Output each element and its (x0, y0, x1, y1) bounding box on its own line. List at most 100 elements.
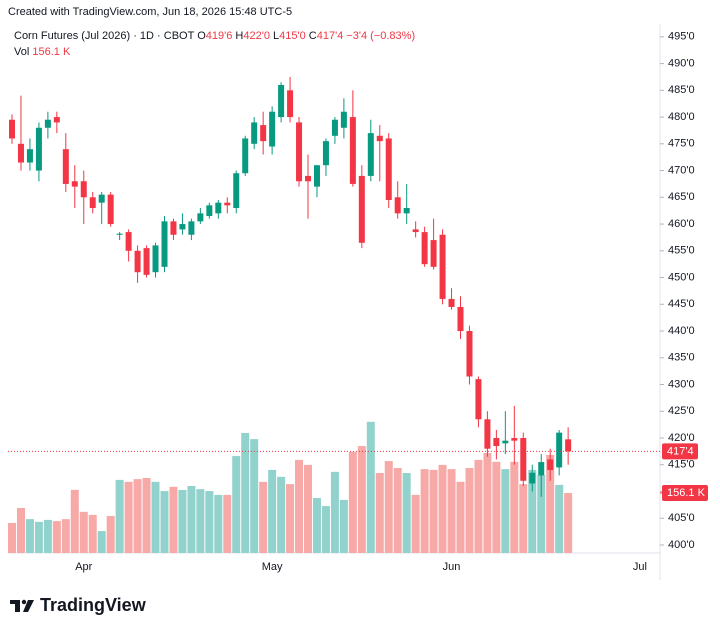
candle-body (457, 306, 464, 332)
logo-icon (10, 599, 34, 612)
candle-body (9, 119, 15, 139)
volume-bar (205, 491, 214, 553)
candle-body (17, 143, 24, 163)
candle-body (403, 208, 410, 214)
last-price-box (662, 443, 698, 460)
volume-bar (25, 519, 34, 553)
candle-body (233, 173, 240, 208)
y-tick-label: 495'0 (668, 31, 695, 43)
candle-body (484, 419, 491, 449)
y-tick-label: 415'0 (668, 459, 695, 471)
volume-bar (384, 461, 393, 553)
y-tick-label: 480'0 (668, 111, 695, 123)
candle-body (385, 138, 392, 200)
volume-bar (151, 481, 160, 553)
volume-bar (187, 486, 196, 553)
y-tick-label: 405'0 (668, 512, 695, 524)
volume-bar (402, 472, 411, 553)
volume-bar (555, 484, 564, 553)
volume-bar (366, 421, 375, 553)
y-tick-label: 425'0 (668, 405, 695, 417)
candle-body (331, 119, 338, 136)
volume-bar (393, 467, 402, 553)
candle-body (529, 472, 536, 484)
candle-body (376, 135, 383, 142)
volume-bar (70, 489, 79, 553)
volume-bar (474, 459, 483, 553)
volume-bar (97, 531, 106, 553)
candle-body (269, 111, 276, 147)
volume-bar (16, 507, 25, 553)
candle-body (152, 245, 159, 273)
volume-bar (169, 486, 178, 553)
logo-text: TradingView (40, 595, 147, 615)
candle-body (116, 233, 123, 235)
candle-body (179, 224, 186, 230)
candle-body (197, 213, 204, 222)
volume-bar (160, 491, 169, 553)
candle-body (493, 438, 500, 447)
candle-body (80, 181, 87, 198)
volume-bar (142, 477, 151, 553)
volume-bar (277, 476, 286, 553)
y-tick-label: 455'0 (668, 245, 695, 257)
x-tick-label: May (262, 561, 283, 573)
volume-bar (348, 451, 357, 553)
candle-body (502, 440, 509, 444)
change: −3'4 (−0.83%) (346, 30, 416, 42)
candle-body (89, 197, 96, 208)
high-label: H (235, 30, 244, 42)
candle-body (125, 232, 132, 251)
candle-body (475, 379, 482, 420)
y-tick-label: 460'0 (668, 218, 695, 230)
candle-body (287, 90, 294, 118)
volume-bar (106, 516, 115, 553)
candle-body (538, 462, 545, 476)
high: 422'0 (243, 30, 270, 42)
candle-body (394, 197, 401, 214)
candle-body (556, 432, 563, 468)
volume-bar (304, 464, 313, 553)
volume-bar (286, 484, 295, 553)
volume-bar (330, 471, 339, 553)
candle-body (62, 149, 69, 184)
candle-body (547, 459, 554, 471)
candle-body (466, 331, 473, 377)
volume-bar (411, 494, 420, 553)
candle-body (367, 133, 374, 176)
volume-bar (52, 521, 61, 553)
y-tick-label: 475'0 (668, 138, 695, 150)
y-tick-label: 445'0 (668, 298, 695, 310)
volume-bar (34, 521, 43, 553)
volume-bar (250, 439, 259, 553)
candle-body (358, 175, 365, 243)
candle-body (305, 175, 312, 182)
candle-body (188, 221, 195, 235)
volume-bar (465, 467, 474, 553)
volume-bar (241, 432, 250, 553)
y-tick-label: 435'0 (668, 352, 695, 364)
volume-bar (357, 446, 366, 553)
candle-body (520, 438, 527, 481)
candle-body (242, 138, 249, 174)
volume-bar (259, 481, 268, 553)
candle-body (260, 125, 267, 142)
candle-body (26, 149, 33, 163)
candle-body (412, 229, 419, 233)
candle-body (421, 232, 428, 265)
last-price-label: 417'4 (667, 445, 694, 457)
x-tick-label: Apr (75, 561, 92, 573)
y-tick-label: 490'0 (668, 57, 695, 69)
x-tick-label: Jun (443, 561, 461, 573)
y-tick-label: 400'0 (668, 539, 695, 551)
candle-body (35, 127, 42, 171)
candle-body (107, 194, 114, 225)
symbol: Corn Futures (Jul 2026) · 1D · CBOT (14, 30, 195, 42)
volume-bar (232, 456, 241, 553)
legend-line: Corn Futures (Jul 2026) · 1D · CBOT O419… (14, 30, 415, 42)
open: 419'6 (205, 30, 233, 42)
y-tick-label: 465'0 (668, 191, 695, 203)
volume-bar (564, 492, 573, 553)
candle-body (98, 194, 105, 203)
